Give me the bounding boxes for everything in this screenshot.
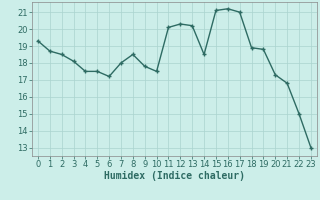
- X-axis label: Humidex (Indice chaleur): Humidex (Indice chaleur): [104, 171, 245, 181]
